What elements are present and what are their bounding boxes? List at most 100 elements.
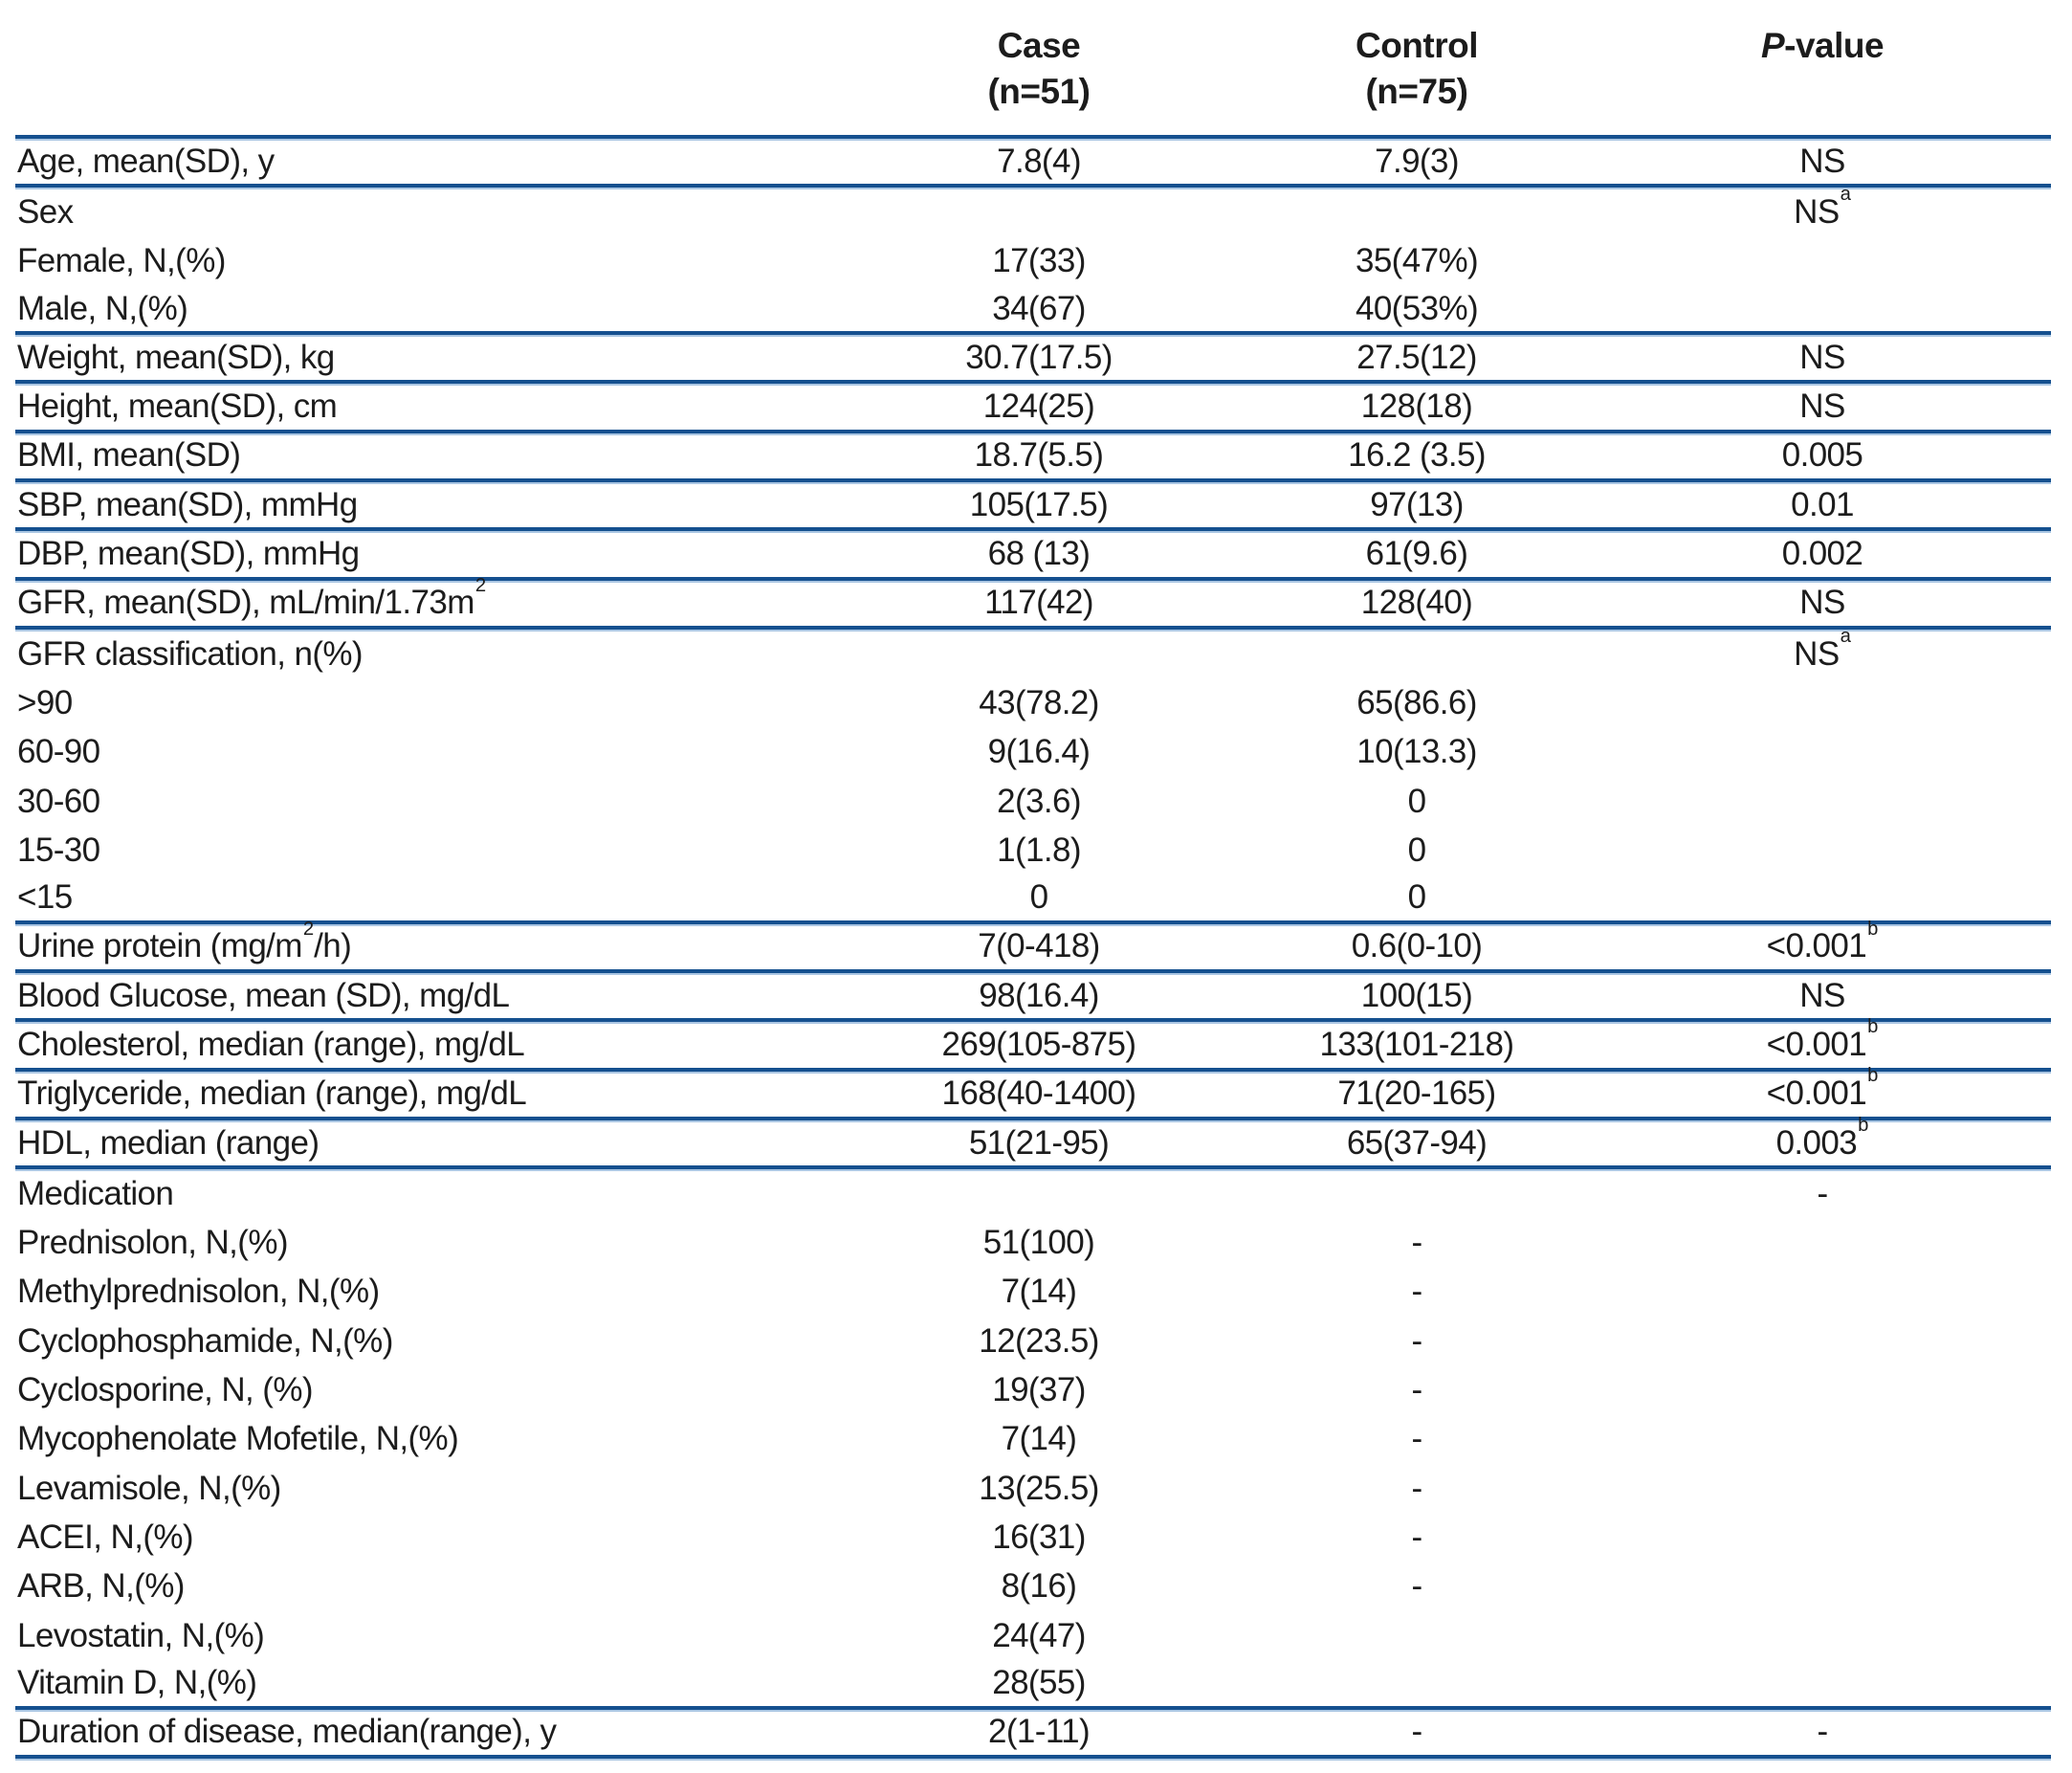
row-label: Medication [17,1174,174,1212]
control-value: 97(13) [1370,485,1464,523]
case-value: 168(40-1400) [941,1075,1137,1113]
row-label: Triglyceride, median (range), mg/dL [17,1075,527,1113]
control-value: 0.6(0-10) [1351,927,1483,965]
row-label: 30-60 [17,782,100,820]
control-value: 100(15) [1360,976,1473,1014]
control-value: 61(9.6) [1365,535,1468,573]
row-label: Height, mean(SD), cm [17,388,338,426]
control-value: - [1411,1224,1422,1262]
case-value: 7(14) [1001,1420,1077,1458]
p-value: NS [1799,142,1845,180]
case-value: 43(78.2) [979,683,1099,721]
control-value: 128(40) [1360,584,1473,622]
table-row: Blood Glucose, mean (SD), mg/dL 98(16.4) 1… [15,973,2051,1023]
table-row: Vitamin D, N,(%) 28(55) [15,1660,2051,1710]
table-row: Methylprednisolon, N,(%) 7(14) - [15,1268,2051,1317]
row-label: Cholesterol, median (range), mg/dL [17,1025,525,1063]
row-label: Methylprednisolon, N,(%) [17,1273,380,1311]
row-label: Vitamin D, N,(%) [17,1663,257,1701]
table-row: HDL, median (range) 51(21-95) 65(37-94) 0.0… [15,1114,2051,1170]
control-value: - [1411,1469,1422,1507]
case-value: 105(17.5) [969,485,1109,523]
case-value: 117(42) [984,584,1093,622]
table-header-row: Case (n=51) Control (n=75) P-value [15,0,2051,139]
control-value: 0 [1407,782,1426,820]
table-row: Levamisole, N,(%) 13(25.5) - [15,1464,2051,1513]
control-value: 128(18) [1360,388,1473,426]
row-label: BMI, mean(SD) [17,436,241,475]
p-value: 0.003b [1775,1114,1869,1162]
row-label: Male, N,(%) [17,289,188,327]
case-value: 34(67) [992,289,1086,327]
table-row: Mycophenolate Mofetile, N,(%) 7(14) - [15,1415,2051,1464]
case-value: 19(37) [992,1371,1086,1409]
row-label: Sex [17,192,74,231]
row-label: Urine protein (mg/m2/h) [17,918,352,965]
control-value: - [1411,1713,1422,1751]
table-row: Age, mean(SD), y 7.8(4) 7.9(3) NS [15,139,2051,188]
p-value: NS [1799,976,1845,1014]
row-label: ARB, N,(%) [17,1567,185,1606]
control-value: 10(13.3) [1356,733,1477,771]
control-value: 0 [1407,878,1426,917]
table-row: Levostatin, N,(%) 24(47) [15,1611,2051,1660]
control-value: 65(37-94) [1346,1123,1488,1162]
table-body: Age, mean(SD), y 7.8(4) 7.9(3) NS Sex NSa Fema… [15,139,2051,1759]
table-row: Cyclophosphamide, N,(%) 12(23.5) - [15,1317,2051,1365]
control-value: - [1411,1567,1422,1606]
p-value: <0.001b [1766,1065,1879,1113]
control-value: 133(101-218) [1319,1025,1515,1063]
row-label: Levamisole, N,(%) [17,1469,281,1507]
table-row: Triglyceride, median (range), mg/dL 168(4… [15,1065,2051,1120]
table-row: SBP, mean(SD), mmHg 105(17.5) 97(13) 0.01 [15,482,2051,532]
header-pvalue-italic-p: P [1760,26,1785,65]
p-value: NS [1799,388,1845,426]
case-value: 7(14) [1001,1273,1077,1311]
table-row: Female, N,(%) 17(33) 35(47%) [15,237,2051,286]
p-value: NSa [1794,625,1851,673]
row-label: 15-30 [17,831,100,869]
p-value: NSa [1794,184,1851,231]
case-value: 28(55) [992,1663,1086,1701]
case-value: 30.7(17.5) [965,338,1113,376]
table-row: DBP, mean(SD), mmHg 68 (13) 61(9.6) 0.002 [15,531,2051,581]
row-label: >90 [17,683,73,721]
case-value: 7(0-418) [978,927,1100,965]
row-label: Cyclophosphamide, N,(%) [17,1321,393,1360]
row-label: Levostatin, N,(%) [17,1616,265,1654]
baseline-characteristics-table: Case (n=51) Control (n=75) P-value Age, … [15,0,2051,1759]
p-value: 0.01 [1791,485,1854,523]
control-value: - [1411,1321,1422,1360]
row-label: Prednisolon, N,(%) [17,1224,289,1262]
header-control-line2: (n=75) [1365,72,1468,111]
control-value: 65(86.6) [1356,683,1477,721]
p-value: <0.001b [1766,918,1879,965]
row-label: GFR classification, n(%) [17,634,364,673]
table-row: ARB, N,(%) 8(16) - [15,1562,2051,1611]
row-label: Mycophenolate Mofetile, N,(%) [17,1420,459,1458]
control-value: 35(47%) [1355,242,1479,280]
row-label: Weight, mean(SD), kg [17,338,335,376]
control-value: 71(20-165) [1337,1075,1496,1113]
case-value: 13(25.5) [979,1469,1099,1507]
control-value: 40(53%) [1355,289,1479,327]
row-label: SBP, mean(SD), mmHg [17,485,358,523]
row-label: 60-90 [17,733,100,771]
table-row: BMI, mean(SD) 18.7(5.5) 16.2 (3.5) 0.005 [15,433,2051,483]
row-label: Female, N,(%) [17,242,226,280]
p-value: 0.002 [1781,535,1863,573]
case-value: 51(21-95) [968,1123,1110,1162]
control-value: - [1411,1518,1422,1556]
case-value: 17(33) [992,242,1086,280]
case-value: 16(31) [992,1518,1086,1556]
case-value: 18.7(5.5) [974,436,1104,475]
table-row: Male, N,(%) 34(67) 40(53%) [15,286,2051,336]
header-pvalue-line1: P-value [1594,23,2051,69]
row-label: GFR, mean(SD), mL/min/1.73m2 [17,574,487,622]
case-value: 0 [1029,878,1048,917]
control-value: 7.9(3) [1375,142,1459,180]
table-row: Weight, mean(SD), kg 30.7(17.5) 27.5(12) NS [15,335,2051,385]
case-value: 2(1-11) [987,1713,1091,1751]
header-case-line1: Case [997,26,1081,65]
table-row: Duration of disease, median(range), y 2(1… [15,1710,2051,1759]
